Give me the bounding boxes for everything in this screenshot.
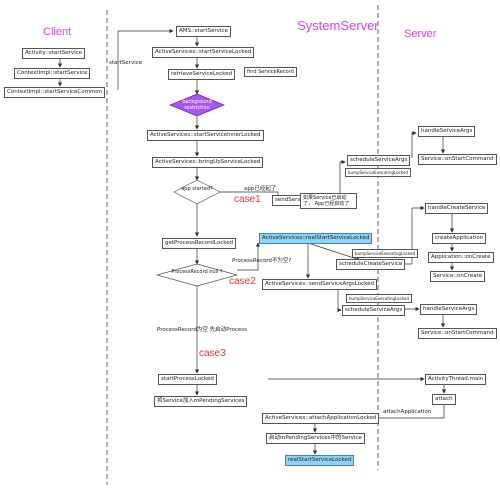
already-started-note: 如果Service已启动了， App已经启动了 [300,193,357,209]
activity-startservice-box: Activity::startService [22,48,86,59]
app-started-diamond [173,179,221,205]
lane-title-client: Client [43,26,72,38]
activeservices-startservicelocked-box: ActiveServices::startServiceLocked [152,47,255,58]
processrecord-not-null-label: ProcessRecord不为空? [232,258,292,264]
app-already-started-label: app已经起了 [244,186,277,192]
background-restriction-diamond [169,93,225,117]
bump-executing-1-box: bumpServiceExecutingLocked [345,168,411,177]
processrecord-null-text: ProcessRecord为空 先启动Process [157,327,247,333]
attach-box: attach [432,394,456,405]
realstartservicelocked-box: ActiveServices::realStartServiceLocked [259,233,373,244]
onstartcommand-1-box: Service::onStartCommand [418,154,497,165]
getprocessrecordlocked-box: getProcessRecordLocked [162,238,237,249]
contextimpl-startservicecommon-box: ContextImpl::startServiceCommon [4,87,106,98]
startserviceinnerlocked-box: ActiveServices::startServiceInnerLocked [147,130,264,141]
edge-attach-attachapp [365,404,445,421]
add-pending-services-box: 将Service加入mPendingServices [154,396,248,407]
lane-title-systemserver: SystemServer [297,18,379,33]
startservice-edge-label: startService [109,60,143,66]
bringupservicelocked-box: ActiveServices::bringUpServiceLocked [152,157,264,168]
createapplication-box: createApplication [432,233,487,244]
edge-sendargsfull-schedule2 [337,289,342,313]
background-restriction-label: background restriction [182,99,212,111]
bump-executing-2-box: bumpServiceExecutingLocked [352,249,418,258]
handleserviceargs-2-box: handleServiceArgs [420,304,478,315]
app-started-label: app started? [181,186,213,192]
handlecreateservice-box: handleCreateService [425,203,489,214]
start-pending-services-box: 启动mPendingServices中的Service [266,433,365,444]
ams-startservice-box: AMS::startService [176,26,231,37]
startprocesslocked-box: startProcessLocked [158,374,217,385]
sendserviceargslocked-full-box: ActiveServices::sendServiceArgsLocked [262,279,377,290]
find-servicerecord-note: find ServiceRecord [244,67,297,77]
scheduleserviceargs-1-box: scheduleServiceArgs [347,155,411,166]
onstartcommand-2-box: Service::onStartCommand [418,328,497,339]
attachapplication-edge-label: attachApplication [383,409,432,415]
edge-realstart-schedulecreate [307,242,361,261]
processrecord-null-diamond [155,263,239,287]
case2-label: case2 [229,276,256,287]
edge-diamond2-realstart [237,242,261,271]
schedulecreateservice-box: scheduleCreateService [336,259,406,270]
realstartservicelocked-final-box: realStartServiceLocked [285,455,355,466]
processrecord-null-label: ProcessRecord null ? [171,269,223,275]
case3-label: case3 [199,348,226,359]
service-oncreate-box: Service::onCreate [430,271,486,282]
edge-schedule1-handle1 [411,130,417,158]
attachapplicationlocked-box: ActiveServices::attachApplicationLocked [262,413,380,424]
activitythread-main-box: ActivityThread.main [425,374,487,385]
lane-title-server: Server [404,28,437,40]
handleserviceargs-1-box: handleServiceArgs [418,126,476,137]
bump-executing-3-box: bumpServiceExecutingLocked [346,294,412,303]
edge-schedulecreate-handlecreate [400,205,425,265]
application-oncreate-box: Application::onCreate [428,252,494,263]
scheduleserviceargs-2-box: scheduleServiceArgs [342,305,406,316]
contextimpl-startservice-box: ContextImpl::startService [14,68,91,79]
edge-startservice [117,28,174,90]
retrieveservicelocked-box: retrieveServiceLocked [168,69,236,80]
case1-label: case1 [234,194,261,205]
